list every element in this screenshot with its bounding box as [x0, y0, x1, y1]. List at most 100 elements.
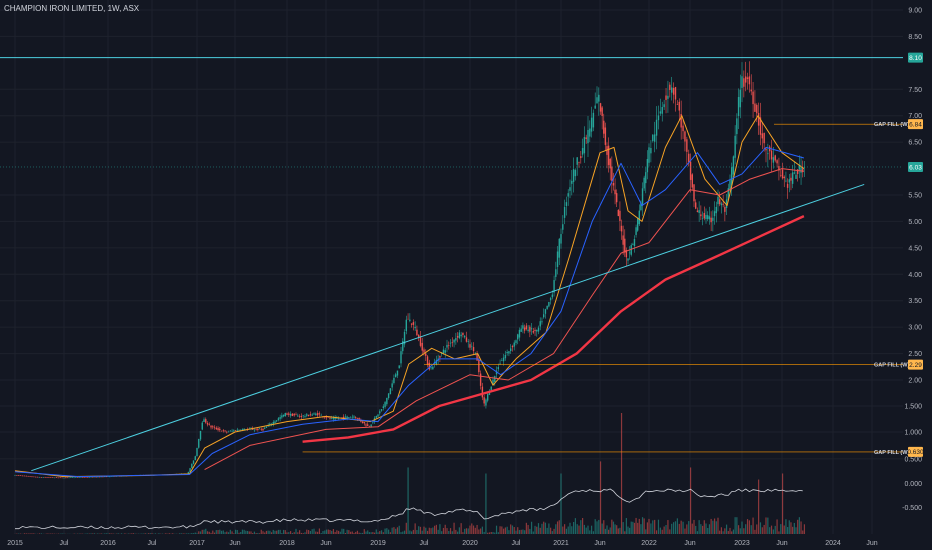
volume-bar: [758, 479, 760, 534]
candle-body: [375, 415, 377, 418]
volume-bar: [291, 532, 293, 534]
candle-body: [90, 476, 92, 478]
candle-body: [467, 341, 469, 342]
volume-bar: [203, 529, 205, 534]
candle-body: [226, 431, 228, 433]
candle-body: [198, 439, 200, 448]
candle-body: [442, 349, 445, 354]
candle-body: [297, 415, 299, 417]
candle-body: [648, 147, 650, 163]
candle-body: [571, 180, 573, 184]
volume-bar: [457, 531, 459, 534]
candle-body: [599, 103, 602, 112]
volume-bar: [657, 519, 660, 534]
price-axis[interactable]: 9.00 8.50 7.50 7.00 6.50 5.50 5.00 4.50 4.00 3.50…: [902, 8, 924, 513]
volume-bar: [409, 530, 411, 534]
volume-bar: [591, 525, 593, 534]
candle-body: [750, 89, 752, 92]
volume-bar: [418, 526, 420, 534]
volume-bar: [434, 525, 436, 534]
volume-bar: [402, 531, 404, 534]
volume-bar: [320, 533, 322, 534]
volume-bar: [761, 527, 763, 534]
candle-body: [108, 476, 111, 478]
candle-body: [560, 234, 562, 244]
price-tick-label: 5.50: [908, 193, 922, 200]
candle-body: [224, 430, 226, 432]
volume-bar: [560, 473, 562, 534]
volume-bar: [46, 533, 48, 534]
candle-body: [725, 199, 728, 209]
volume-bar: [212, 530, 214, 534]
volume-bar: [769, 527, 771, 534]
volume-bar: [478, 529, 480, 534]
volume-bar: [691, 523, 693, 534]
volume-bar: [423, 526, 425, 534]
volume-bar: [589, 530, 591, 534]
candle-body: [633, 239, 636, 247]
candle-body: [717, 196, 719, 205]
volume-bar: [525, 522, 527, 534]
candle-body: [332, 417, 335, 420]
candle-body: [220, 430, 223, 432]
volume-bar: [437, 529, 439, 534]
volume-bar: [624, 531, 626, 534]
price-badge: [908, 161, 923, 172]
candle-body: [98, 476, 101, 478]
candle-body: [713, 211, 716, 217]
candle-body: [419, 336, 422, 346]
candle-body: [66, 477, 69, 479]
candle-body: [387, 393, 390, 399]
volume-bar: [332, 529, 335, 534]
volume-bar: [665, 524, 667, 534]
volume-bar: [548, 523, 550, 534]
candle-body: [705, 214, 707, 220]
candle-body: [288, 413, 290, 415]
candle-body: [194, 456, 196, 461]
candle-body: [416, 329, 418, 336]
candle-body: [426, 356, 429, 365]
volume-bar: [120, 533, 123, 534]
volume-bar: [617, 528, 619, 534]
volume-bar: [652, 520, 654, 534]
candle-body: [689, 161, 692, 180]
volume-bar: [414, 523, 416, 534]
volume-bar: [226, 531, 228, 534]
candle-body: [448, 345, 450, 346]
candle-body: [103, 476, 106, 478]
candle-body: [469, 344, 471, 348]
candle-body: [78, 477, 80, 478]
candle-body: [187, 471, 190, 474]
volume-bar: [442, 527, 445, 534]
volume-bar: [444, 524, 446, 534]
candle-body: [231, 430, 233, 432]
candle-body: [609, 158, 611, 169]
candle-body: [604, 127, 607, 145]
volume-bar: [732, 529, 735, 534]
volume-bar: [643, 518, 645, 534]
candle-body: [763, 132, 765, 144]
volume-bar: [693, 519, 695, 534]
candle-body: [189, 468, 191, 472]
volume-bar: [802, 530, 804, 534]
volume-bar: [717, 517, 719, 534]
candle-body: [585, 137, 587, 139]
candle-body: [636, 218, 639, 231]
volume-bar: [546, 527, 548, 534]
candle-body: [365, 424, 367, 426]
volume-bar: [530, 521, 533, 534]
candle-body: [743, 78, 745, 87]
volume-bar: [487, 532, 489, 534]
candle-body: [802, 168, 804, 173]
time-axis[interactable]: 2015 Jul 2016 Jul 2017 Jun 2018 Jun 2019 Jul 2020 J…: [7, 540, 878, 547]
candle-body: [35, 476, 37, 478]
volume-bar: [337, 530, 340, 534]
candle-body: [199, 430, 202, 440]
volume-bar: [532, 531, 534, 534]
candle-body: [632, 244, 634, 245]
gap-fill-badge: [908, 119, 923, 130]
candle-body: [76, 477, 79, 478]
volume-bar: [302, 533, 304, 534]
candle-body: [790, 177, 792, 181]
volume-bar: [245, 530, 247, 534]
